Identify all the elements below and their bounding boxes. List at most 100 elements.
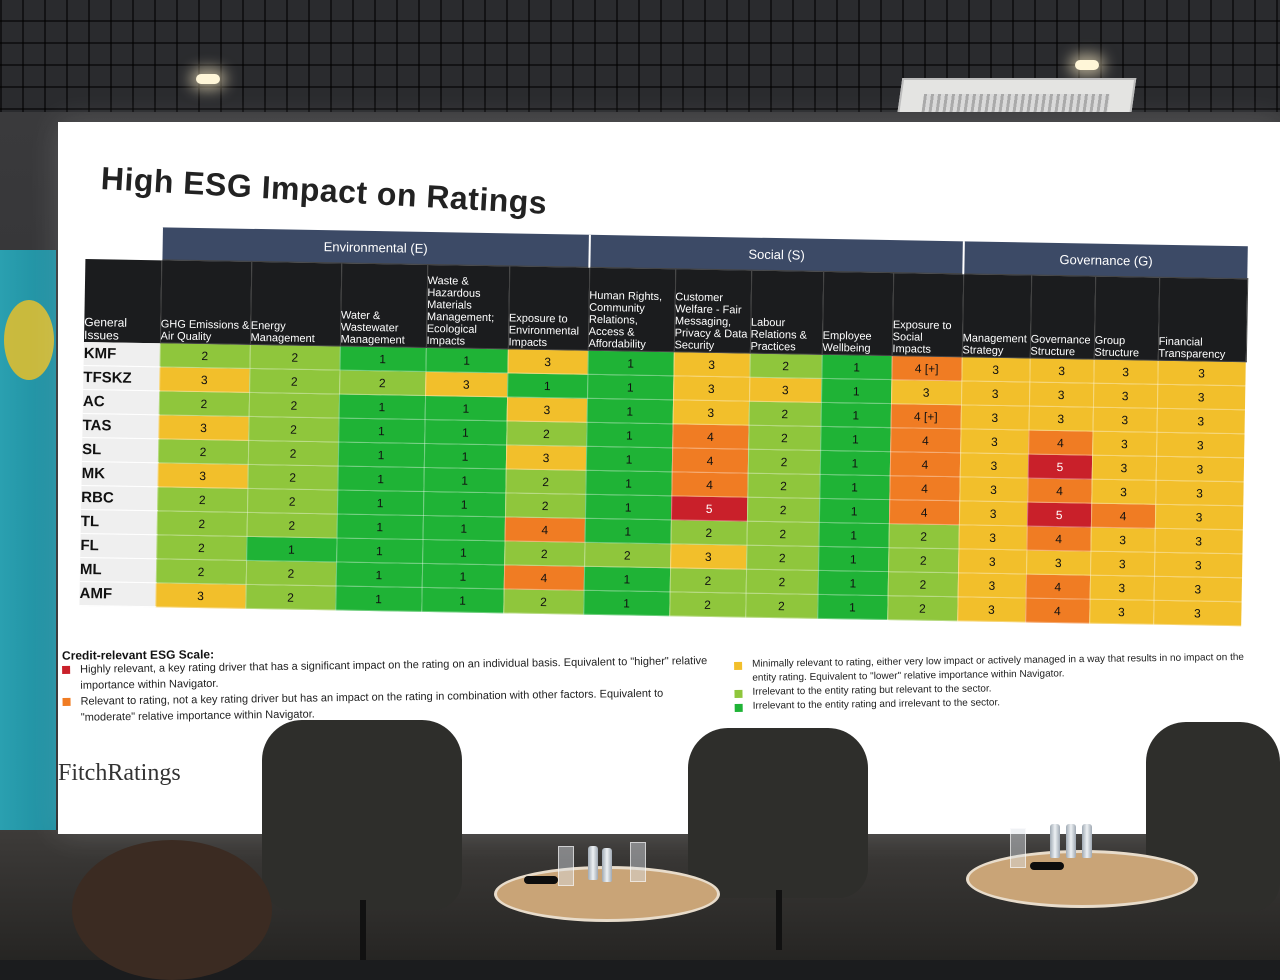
grid-body: KMF 2 2 1 1 3 1 3 2 1 4 [+] 3 3 3 3 TFSKZ 3 2 2 3 1 1 3 3 1 3 3 3 3 3… <box>79 341 1246 626</box>
chair-leg <box>776 890 782 950</box>
score-cell: 2 <box>888 547 959 573</box>
score-cell: 1 <box>817 570 889 596</box>
score-cell: 1 <box>422 539 505 565</box>
column-header: Customer Welfare - Fair Messaging, Priva… <box>673 268 752 354</box>
score-cell: 2 <box>156 510 248 537</box>
score-cell: 3 <box>891 379 962 405</box>
score-cell: 2 <box>504 492 586 519</box>
water-glass <box>630 842 646 882</box>
column-header: Group Structure <box>1093 276 1160 361</box>
score-cell: 1 <box>583 566 671 592</box>
score-cell: 5 <box>1026 501 1092 528</box>
corner-header: General Issues <box>83 258 162 343</box>
legend-swatch-minimally-relevant <box>734 661 743 670</box>
ceiling <box>0 0 1280 186</box>
score-cell: 5 <box>670 495 748 522</box>
score-cell: 1 <box>818 498 890 524</box>
score-cell: 4 <box>672 423 749 450</box>
score-cell: 2 <box>748 425 821 451</box>
score-cell: 3 <box>1153 576 1243 602</box>
score-cell: 3 <box>425 371 508 397</box>
row-label: MK <box>81 461 158 487</box>
score-cell: 3 <box>1157 360 1246 386</box>
legend-swatch-irrelevant <box>734 703 743 712</box>
score-cell: 4 <box>889 475 960 501</box>
score-cell: 2 <box>157 486 248 513</box>
chair-leg <box>360 900 366 960</box>
score-cell: 2 <box>670 519 747 546</box>
score-cell: 3 <box>155 582 246 609</box>
score-cell: 1 <box>336 537 423 564</box>
score-cell: 2 <box>747 473 820 499</box>
score-cell: 3 <box>1091 479 1156 505</box>
score-cell: 3 <box>672 399 750 426</box>
score-cell: 2 <box>159 342 250 369</box>
group-header-blank <box>85 226 162 260</box>
row-label: RBC <box>81 485 158 511</box>
score-cell: 1 <box>820 426 891 452</box>
score-cell: 4 <box>890 427 961 453</box>
score-cell: 3 <box>958 500 1028 526</box>
water-glass <box>558 846 574 886</box>
score-cell: 2 <box>158 390 250 417</box>
column-header: Waste & Hazardous Materials Management; … <box>425 264 510 349</box>
row-label: FL <box>80 533 157 559</box>
column-header: GHG Emissions & Air Quality <box>159 259 252 345</box>
score-cell: 3 <box>1154 552 1243 578</box>
score-cell: 4 <box>504 516 585 543</box>
score-cell: 2 <box>669 591 746 618</box>
row-label: AC <box>82 389 160 415</box>
score-cell: 3 <box>961 380 1030 406</box>
legend-swatch-irrelevant-relevant-sector <box>734 689 743 698</box>
score-cell: 4 <box>1027 477 1092 504</box>
score-cell: 3 <box>1153 600 1242 626</box>
score-cell: 3 <box>1155 456 1245 482</box>
score-cell: 4 <box>1026 525 1091 552</box>
score-cell: 4 <box>1090 503 1156 529</box>
score-cell: 4 [+] <box>890 403 962 429</box>
score-cell: 3 <box>1093 359 1158 385</box>
score-cell: 3 <box>507 348 588 375</box>
score-cell: 2 <box>584 542 671 568</box>
score-cell: 1 <box>821 354 892 380</box>
score-cell: 1 <box>339 345 426 372</box>
score-cell: 4 <box>671 447 749 474</box>
score-cell: 2 <box>505 468 586 495</box>
water-bottle <box>1050 824 1060 858</box>
score-cell: 1 <box>586 422 673 448</box>
legend-left: Highly relevant, a key rating driver tha… <box>62 653 713 726</box>
slide-title: High ESG Impact on Ratings <box>99 160 549 221</box>
score-cell: 2 <box>504 540 585 567</box>
score-cell: 2 <box>247 488 338 514</box>
column-header: Human Rights, Community Relations, Acces… <box>587 267 676 352</box>
score-cell: 1 <box>586 398 674 424</box>
water-bottle <box>602 848 612 882</box>
score-cell: 2 <box>249 344 340 370</box>
score-cell: 3 <box>1029 357 1094 384</box>
score-cell: 4 <box>1025 597 1090 624</box>
score-cell: 1 <box>584 518 671 544</box>
score-cell: 3 <box>961 356 1030 382</box>
water-glass <box>1010 828 1026 868</box>
score-cell: 1 <box>585 446 673 472</box>
score-cell: 2 <box>748 401 822 427</box>
water-bottle <box>1082 824 1092 858</box>
side-table <box>966 850 1198 908</box>
score-cell: 3 <box>673 351 750 378</box>
score-cell: 1 <box>335 561 423 588</box>
score-cell: 1 <box>584 494 672 520</box>
score-cell: 2 <box>746 545 819 571</box>
microphone <box>524 876 558 884</box>
score-cell: 2 <box>503 588 584 615</box>
legend-right: Minimally relevant to rating, either ver… <box>734 651 1255 714</box>
score-cell: 1 <box>818 522 889 548</box>
column-header: Labour Relations & Practices <box>749 270 824 355</box>
score-cell: 2 <box>749 353 822 379</box>
score-cell: 4 <box>889 451 961 477</box>
score-cell: 4 [+] <box>891 355 962 381</box>
score-cell: 2 <box>248 392 340 418</box>
score-cell: 2 <box>245 560 337 586</box>
row-label: TAS <box>82 413 159 439</box>
row-label: TFSKZ <box>83 365 160 391</box>
score-cell: 2 <box>887 595 958 621</box>
